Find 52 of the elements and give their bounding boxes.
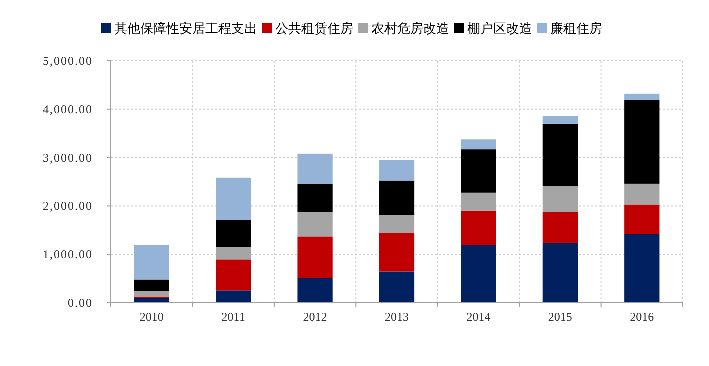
bar bbox=[624, 100, 660, 184]
bar bbox=[379, 272, 415, 303]
legend-label: 棚户区改造 bbox=[468, 22, 532, 37]
y-tick-label: 1,000.00 bbox=[43, 248, 93, 262]
bar bbox=[134, 298, 170, 303]
x-tick-label: 2015 bbox=[548, 310, 572, 324]
bar bbox=[298, 212, 333, 237]
bar bbox=[216, 247, 252, 260]
bar bbox=[216, 260, 252, 291]
x-tick-label: 2010 bbox=[140, 310, 164, 324]
bar bbox=[542, 124, 578, 186]
bar bbox=[624, 94, 660, 100]
x-tick-label: 2014 bbox=[466, 310, 491, 324]
legend-label: 农村危房改造 bbox=[372, 21, 450, 37]
bar bbox=[134, 280, 170, 292]
bar bbox=[379, 180, 415, 216]
bar bbox=[216, 178, 252, 220]
bar bbox=[624, 204, 660, 234]
y-tick-label: 5,000.00 bbox=[43, 54, 93, 68]
x-tick-label: 2013 bbox=[385, 310, 409, 324]
bar bbox=[216, 290, 252, 303]
bar bbox=[134, 245, 170, 280]
bar bbox=[379, 215, 415, 234]
x-tick-label: 2016 bbox=[630, 310, 654, 324]
bar bbox=[542, 212, 578, 243]
bar bbox=[461, 245, 496, 303]
bar bbox=[379, 233, 415, 272]
y-tick-label: 4,000.00 bbox=[43, 102, 93, 116]
bar bbox=[298, 236, 333, 278]
bar bbox=[542, 242, 578, 303]
bar bbox=[216, 220, 252, 248]
bar bbox=[134, 291, 170, 298]
bar bbox=[379, 160, 415, 181]
bar bbox=[542, 116, 578, 124]
bar bbox=[624, 184, 660, 205]
y-tick-label: 0.00 bbox=[68, 296, 93, 310]
bar bbox=[461, 140, 496, 150]
x-tick-label: 2012 bbox=[303, 310, 328, 324]
bar bbox=[542, 186, 578, 212]
bar bbox=[461, 210, 496, 246]
y-tick-label: 2,000.00 bbox=[43, 199, 93, 214]
y-tick-label: 3,000.00 bbox=[43, 150, 93, 165]
bar bbox=[298, 154, 333, 184]
bar bbox=[624, 234, 660, 303]
x-tick-label: 2011 bbox=[222, 310, 246, 324]
bar bbox=[461, 192, 496, 211]
bar bbox=[298, 278, 333, 303]
bar bbox=[298, 184, 333, 212]
legend-label: 公共租赁住房 bbox=[276, 21, 354, 37]
legend-label: 其他保障性安居工程支出 bbox=[114, 21, 258, 37]
bar bbox=[461, 150, 496, 193]
legend-label: 廉租住房 bbox=[550, 21, 602, 37]
